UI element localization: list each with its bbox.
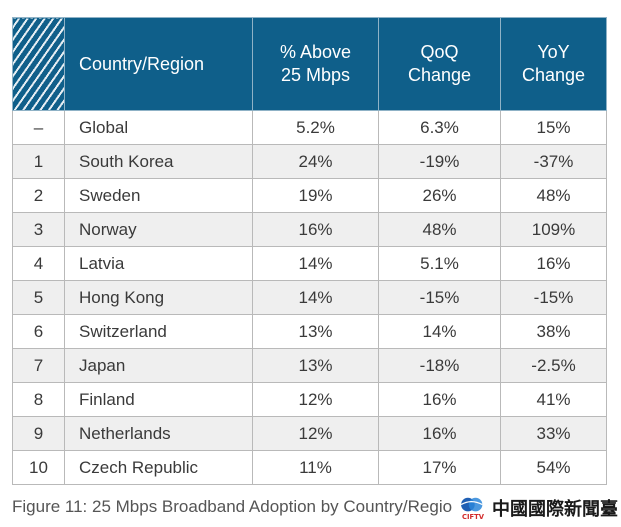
qoq-change-cell: -19% bbox=[378, 144, 501, 179]
qoq-change-cell: 17% bbox=[378, 450, 501, 485]
pct-above-25mbps-cell: 14% bbox=[252, 280, 379, 315]
table-row: 6 Switzerland 13% 14% 38% bbox=[12, 314, 607, 349]
yoy-change-cell: -37% bbox=[500, 144, 607, 179]
rank-cell: 2 bbox=[12, 178, 65, 213]
table-row: 2 Sweden 19% 26% 48% bbox=[12, 178, 607, 213]
rank-cell: – bbox=[12, 110, 65, 145]
table-row: 4 Latvia 14% 5.1% 16% bbox=[12, 246, 607, 281]
pct-above-25mbps-cell: 24% bbox=[252, 144, 379, 179]
qoq-change-cell: 16% bbox=[378, 382, 501, 417]
qoq-change-cell: 16% bbox=[378, 416, 501, 451]
pct-above-25mbps-cell: 13% bbox=[252, 348, 379, 383]
table-row: 3 Norway 16% 48% 109% bbox=[12, 212, 607, 247]
country-cell: Norway bbox=[64, 212, 253, 247]
yoy-change-header: YoY Change bbox=[500, 17, 607, 111]
yoy-header-line2: Change bbox=[521, 65, 586, 85]
broadband-adoption-table: Country/Region % Above 25 Mbps QoQ Chang… bbox=[12, 17, 607, 485]
qoq-change-cell: 14% bbox=[378, 314, 501, 349]
rank-cell: 5 bbox=[12, 280, 65, 315]
qoq-change-cell: 6.3% bbox=[378, 110, 501, 145]
pct-above-25mbps-cell: 11% bbox=[252, 450, 379, 485]
rank-cell: 9 bbox=[12, 416, 65, 451]
pct-above-25mbps-cell: 19% bbox=[252, 178, 379, 213]
figure-caption: Figure 11: 25 Mbps Broadband Adoption by… bbox=[12, 497, 453, 516]
rank-cell: 3 bbox=[12, 212, 65, 247]
pct-above-25mbps-cell: 13% bbox=[252, 314, 379, 349]
country-cell: Japan bbox=[64, 348, 253, 383]
pct-above-25mbps-cell: 12% bbox=[252, 382, 379, 417]
watermark: CIFTV 中國國際新聞臺 bbox=[456, 492, 618, 524]
watermark-text: 中國國際新聞臺 bbox=[492, 499, 618, 520]
rank-cell: 6 bbox=[12, 314, 65, 349]
yoy-change-cell: 54% bbox=[500, 450, 607, 485]
table-header-row: Country/Region % Above 25 Mbps QoQ Chang… bbox=[12, 17, 607, 111]
country-cell: Switzerland bbox=[64, 314, 253, 349]
yoy-change-cell: 38% bbox=[500, 314, 607, 349]
table-row: 7 Japan 13% -18% -2.5% bbox=[12, 348, 607, 383]
pct-above-25mbps-cell: 12% bbox=[252, 416, 379, 451]
country-cell: Global bbox=[64, 110, 253, 145]
country-cell: Hong Kong bbox=[64, 280, 253, 315]
yoy-change-cell: 33% bbox=[500, 416, 607, 451]
yoy-change-cell: 15% bbox=[500, 110, 607, 145]
cifv-logo-icon: CIFTV bbox=[460, 497, 485, 521]
rank-header-hatched bbox=[12, 17, 65, 111]
country-cell: Finland bbox=[64, 382, 253, 417]
yoy-change-cell: 16% bbox=[500, 246, 607, 281]
rank-cell: 8 bbox=[12, 382, 65, 417]
logo-text: CIFTV bbox=[462, 513, 485, 521]
qoq-change-cell: 5.1% bbox=[378, 246, 501, 281]
qoq-header-line1: QoQ bbox=[420, 42, 459, 62]
country-header: Country/Region bbox=[64, 17, 253, 111]
qoq-header-line2: Change bbox=[407, 65, 472, 85]
rank-cell: 4 bbox=[12, 246, 65, 281]
yoy-change-cell: 41% bbox=[500, 382, 607, 417]
pct-header-line2: 25 Mbps bbox=[280, 65, 351, 85]
yoy-change-cell: -2.5% bbox=[500, 348, 607, 383]
country-cell: South Korea bbox=[64, 144, 253, 179]
table-row: – Global 5.2% 6.3% 15% bbox=[12, 110, 607, 145]
rank-cell: 7 bbox=[12, 348, 65, 383]
rank-cell: 1 bbox=[12, 144, 65, 179]
qoq-change-cell: 26% bbox=[378, 178, 501, 213]
broadband-table-container: Country/Region % Above 25 Mbps QoQ Chang… bbox=[12, 17, 607, 485]
qoq-change-cell: 48% bbox=[378, 212, 501, 247]
table-row: 9 Netherlands 12% 16% 33% bbox=[12, 416, 607, 451]
rank-cell: 10 bbox=[12, 450, 65, 485]
table-row: 8 Finland 12% 16% 41% bbox=[12, 382, 607, 417]
country-cell: Czech Republic bbox=[64, 450, 253, 485]
qoq-change-cell: -15% bbox=[378, 280, 501, 315]
table-body: – Global 5.2% 6.3% 15% 1 South Korea 24% -19% -37… bbox=[12, 110, 607, 485]
table-row: 5 Hong Kong 14% -15% -15% bbox=[12, 280, 607, 315]
country-cell: Latvia bbox=[64, 246, 253, 281]
table-row: 1 South Korea 24% -19% -37% bbox=[12, 144, 607, 179]
qoq-change-cell: -18% bbox=[378, 348, 501, 383]
pct-above-25mbps-header: % Above 25 Mbps bbox=[252, 17, 379, 111]
qoq-change-header: QoQ Change bbox=[378, 17, 501, 111]
yoy-header-line1: YoY bbox=[537, 42, 570, 62]
pct-above-25mbps-cell: 5.2% bbox=[252, 110, 379, 145]
pct-above-25mbps-cell: 14% bbox=[252, 246, 379, 281]
yoy-change-cell: -15% bbox=[500, 280, 607, 315]
table-row: 10 Czech Republic 11% 17% 54% bbox=[12, 450, 607, 485]
country-cell: Netherlands bbox=[64, 416, 253, 451]
yoy-change-cell: 48% bbox=[500, 178, 607, 213]
pct-above-25mbps-cell: 16% bbox=[252, 212, 379, 247]
pct-header-line1: % Above bbox=[279, 42, 352, 62]
country-cell: Sweden bbox=[64, 178, 253, 213]
yoy-change-cell: 109% bbox=[500, 212, 607, 247]
